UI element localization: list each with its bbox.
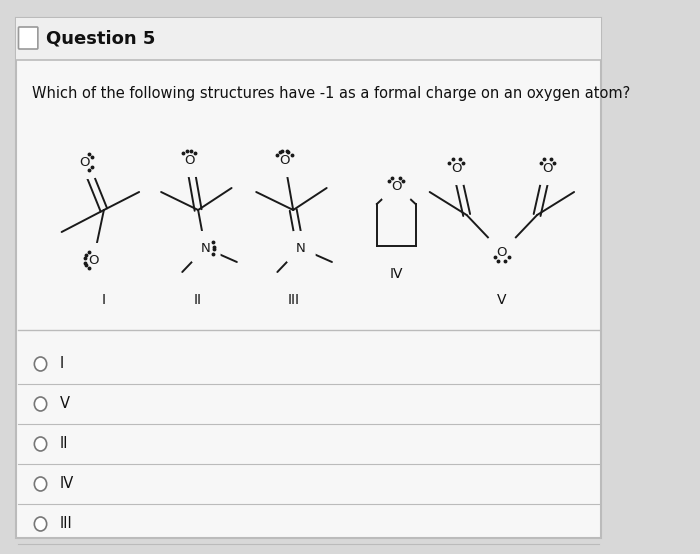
Text: I: I (60, 357, 64, 372)
FancyBboxPatch shape (18, 27, 38, 49)
Bar (16, 18, 601, 60)
Text: III: III (287, 293, 299, 307)
Text: V: V (497, 293, 507, 307)
Text: II: II (60, 437, 69, 452)
Text: IV: IV (60, 476, 74, 491)
Text: O: O (451, 162, 461, 175)
Text: O: O (279, 153, 290, 167)
Text: N: N (200, 242, 210, 254)
Text: O: O (184, 153, 195, 167)
Circle shape (34, 517, 47, 531)
Text: N: N (295, 242, 305, 254)
Text: O: O (79, 156, 90, 168)
Text: V: V (60, 397, 70, 412)
Text: III: III (60, 516, 73, 531)
Text: O: O (391, 179, 402, 192)
Text: Question 5: Question 5 (46, 30, 155, 48)
Circle shape (34, 397, 47, 411)
Circle shape (34, 477, 47, 491)
Text: II: II (194, 293, 202, 307)
Circle shape (34, 357, 47, 371)
Text: I: I (102, 293, 106, 307)
Text: Which of the following structures have -1 as a formal charge on an oxygen atom?: Which of the following structures have -… (32, 86, 630, 101)
Text: O: O (88, 254, 99, 266)
Text: O: O (496, 245, 507, 259)
Circle shape (34, 437, 47, 451)
Text: IV: IV (389, 267, 403, 281)
Text: O: O (542, 162, 553, 175)
